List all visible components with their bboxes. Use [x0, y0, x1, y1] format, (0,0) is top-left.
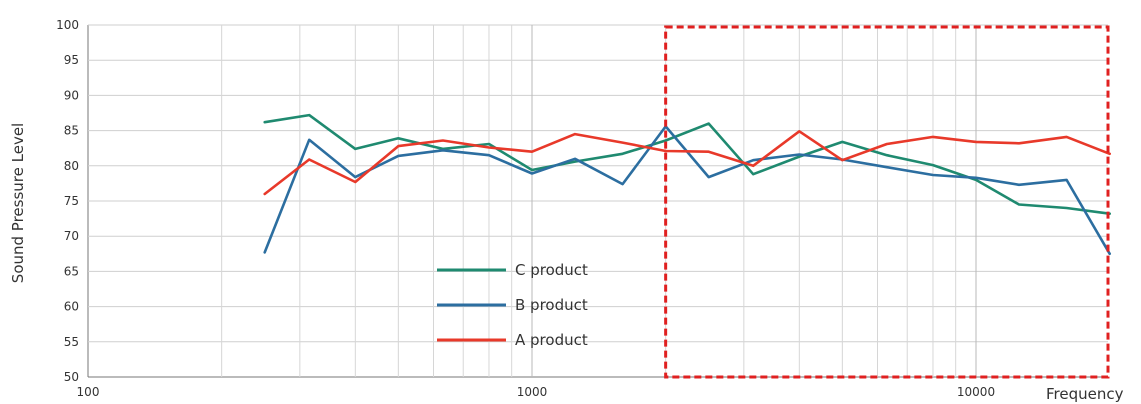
- x-tick-label: 1000: [517, 385, 548, 399]
- y-tick-label: 65: [64, 264, 79, 278]
- x-axis-ticks: 100 1000 10000: [77, 385, 996, 399]
- legend: C product B product A product: [437, 261, 588, 349]
- y-tick-label: 70: [64, 229, 79, 243]
- x-tick-label: 10000: [957, 385, 995, 399]
- series-lines: [263, 113, 1111, 256]
- y-axis-ticks: 50 55 60 65 70 75 80 85 90 95 100: [56, 18, 79, 384]
- legend-label: C product: [515, 261, 588, 279]
- y-tick-label: 85: [64, 124, 79, 138]
- y-tick-label: 75: [64, 194, 79, 208]
- y-tick-label: 90: [64, 88, 79, 102]
- y-tick-label: 95: [64, 53, 79, 67]
- legend-label: A product: [515, 331, 588, 349]
- y-tick-label: 50: [64, 370, 79, 384]
- y-tick-label: 60: [64, 300, 79, 314]
- y-tick-label: 80: [64, 159, 79, 173]
- y-tick-label: 55: [64, 335, 79, 349]
- series-line-c-product: [263, 113, 1111, 215]
- series-line-b-product: [263, 125, 1111, 256]
- legend-label: B product: [515, 296, 588, 314]
- highlight-region: [664, 25, 1110, 379]
- x-axis-label: Frequency: [1046, 385, 1124, 403]
- highlight-rect: [664, 25, 1110, 379]
- y-tick-label: 100: [56, 18, 79, 32]
- grid: [87, 24, 1108, 378]
- x-tick-label: 100: [77, 385, 100, 399]
- y-axis-label: Sound Pressure Level: [9, 123, 27, 283]
- series-line-a-product: [263, 130, 1111, 196]
